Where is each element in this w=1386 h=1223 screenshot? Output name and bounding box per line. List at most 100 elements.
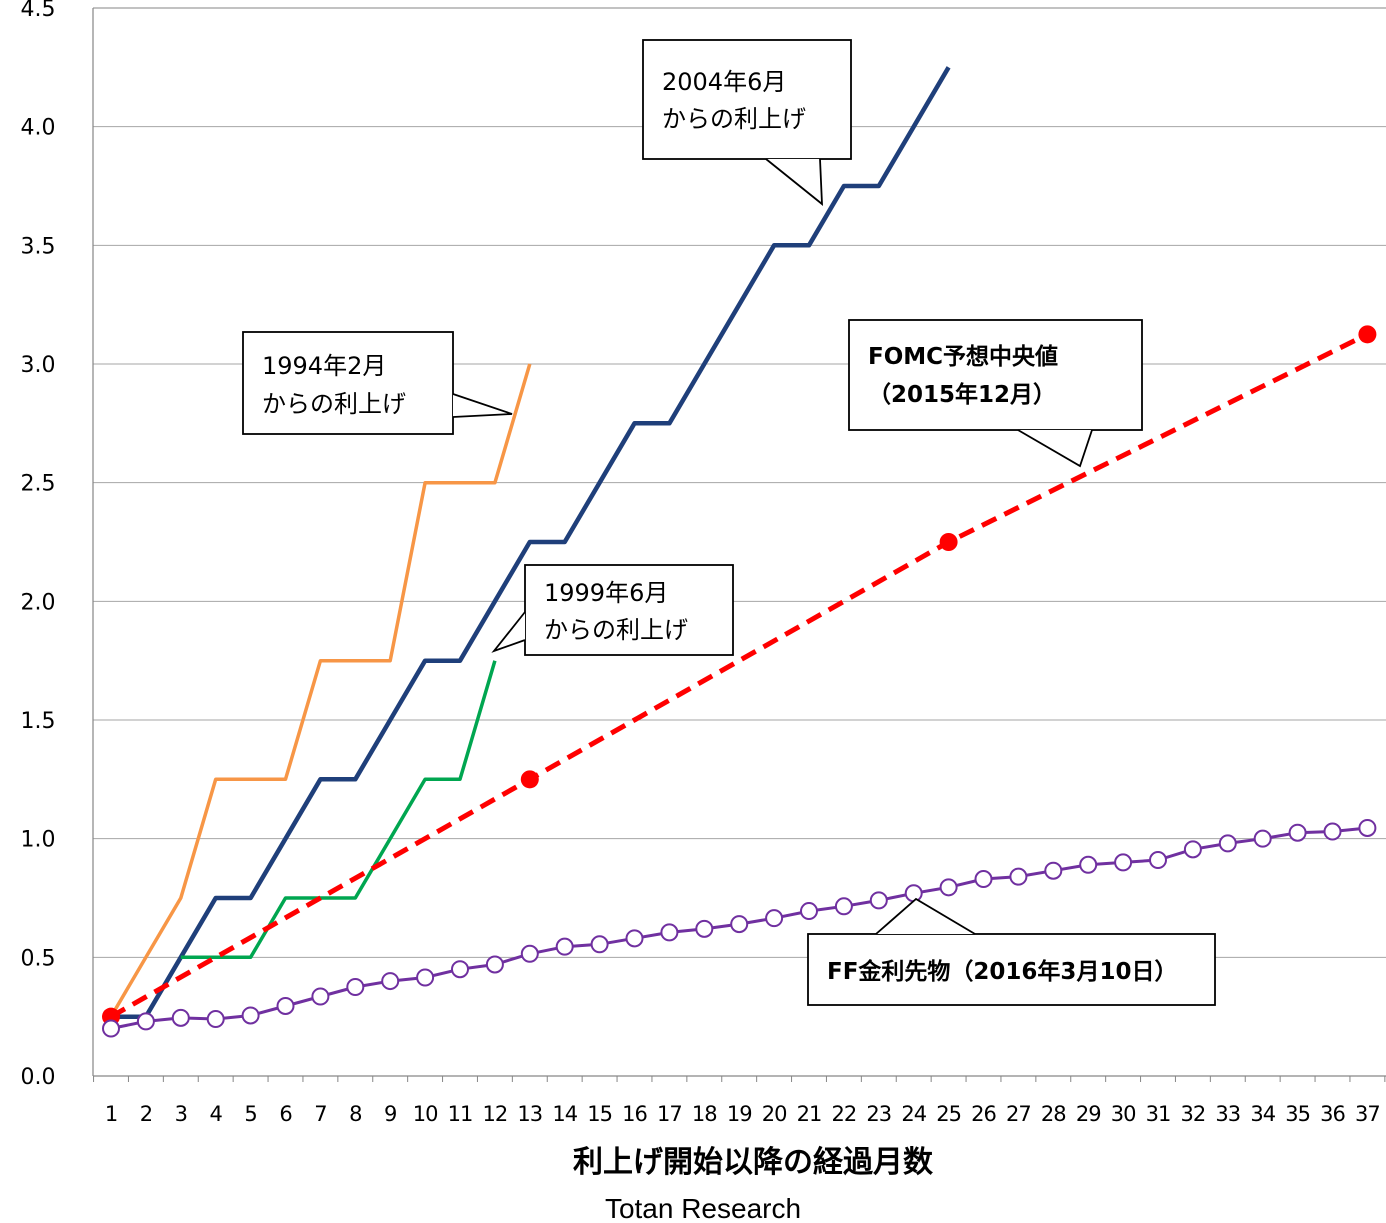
callout-pointer: [491, 611, 526, 653]
x-tick-label: 35: [1285, 1102, 1310, 1126]
fomc-marker: [939, 533, 958, 551]
callout-text-line: 1994年2月: [262, 352, 386, 380]
ff-marker: [520, 944, 539, 963]
callout-aff: FF金利先物（2016年3月10日）: [807, 897, 1216, 1006]
ff-marker: [1183, 840, 1202, 859]
x-tick-label: 28: [1041, 1102, 1066, 1126]
callout-text-line: 2004年6月: [662, 68, 786, 96]
callout-text-line: FF金利先物（2016年3月10日）: [827, 958, 1177, 985]
x-tick-label: 13: [517, 1102, 542, 1126]
ff-marker: [311, 987, 330, 1006]
x-tick-label: 4: [210, 1102, 223, 1126]
ff-marker: [939, 878, 958, 897]
ff-marker: [904, 884, 923, 903]
callout-box: [642, 39, 852, 160]
ff-marker: [1114, 853, 1133, 872]
x-tick-label: 30: [1111, 1102, 1136, 1126]
ff-marker: [381, 972, 400, 991]
ff-marker: [136, 1012, 155, 1031]
x-tick-label: 5: [244, 1102, 256, 1126]
x-tick-label: 33: [1215, 1102, 1240, 1126]
series-line-s1999: [180, 660, 497, 960]
x-tick-label: 14: [552, 1102, 577, 1126]
ff-marker: [1323, 822, 1342, 841]
ff-marker: [765, 909, 784, 928]
x-tick-label: 12: [483, 1102, 508, 1126]
ff-marker: [346, 978, 365, 996]
callout-pointer: [452, 393, 513, 418]
callout-text-line: FOMC予想中央値: [868, 344, 1058, 370]
y-tick-label: 2.0: [21, 590, 56, 615]
ff-marker: [869, 891, 888, 910]
x-tick-label: 27: [1006, 1102, 1031, 1126]
callout-pointer-fill: [876, 899, 975, 934]
axes: [92, 7, 1386, 1082]
x-tick-label: 37: [1355, 1102, 1380, 1126]
ff-marker: [1358, 818, 1377, 837]
y-tick-label: 0.5: [21, 946, 56, 971]
callout-pointer-fill: [1018, 430, 1092, 466]
ff-marker: [1009, 867, 1028, 886]
y-tick-label: 4.5: [21, 0, 56, 22]
series-line-s1994: [109, 363, 532, 1018]
series-line-fomc: [109, 332, 1369, 1019]
y-tick-label: 1.0: [21, 828, 56, 853]
x-tick-label: 26: [971, 1102, 996, 1126]
y-tick-label: 3.0: [21, 353, 56, 378]
ff-marker: [1044, 861, 1063, 880]
x-tick-label: 11: [448, 1102, 473, 1126]
ff-marker: [102, 1019, 120, 1038]
ff-marker: [800, 902, 818, 921]
x-tick-label: 23: [866, 1102, 891, 1126]
ff-marker: [695, 919, 714, 938]
ff-marker: [171, 1008, 190, 1027]
x-tick-label: 29: [1076, 1102, 1101, 1126]
ff-marker: [1149, 851, 1167, 870]
x-tick-label: 3: [175, 1102, 187, 1126]
callouts-layer: 2004年6月からの利上げ1994年2月からの利上げ1999年6月からの利上げF…: [242, 39, 1216, 1006]
callout-box: [242, 331, 454, 435]
callout-pointer: [765, 158, 823, 206]
x-tick-label: 10: [413, 1102, 438, 1126]
callout-pointer: [1017, 429, 1093, 468]
fomc-marker: [520, 770, 539, 789]
x-tick-label: 16: [622, 1102, 647, 1126]
ff-marker: [241, 1006, 260, 1025]
fomc-marker: [1358, 325, 1377, 344]
callout-box: [524, 564, 734, 656]
x-tick-label: 8: [349, 1102, 361, 1126]
ff-marker: [416, 968, 435, 987]
ff-marker: [1079, 855, 1098, 874]
y-tick-label: 2.5: [21, 472, 56, 497]
ff-marker: [451, 960, 469, 979]
x-tick-label: 7: [314, 1102, 326, 1126]
ff-marker: [1218, 834, 1237, 853]
x-tick-label: 20: [762, 1102, 787, 1126]
y-tick-labels: 0.0 0.5 1.0 1.5 2.0 2.5 3.0 3.5 4.0 4.5: [21, 0, 56, 1090]
credit-text: Totan Research: [605, 1193, 801, 1223]
ff-marker: [974, 870, 993, 889]
x-tick-label: 1: [105, 1102, 117, 1126]
ff-marker: [590, 935, 609, 954]
callout-text-line: からの利上げ: [544, 616, 688, 644]
callout-pointer: [875, 897, 976, 935]
callout-afomc: FOMC予想中央値 （2015年12月）: [848, 319, 1143, 468]
y-tick-label: 0.0: [21, 1065, 56, 1090]
callout-text-line: からの利上げ: [262, 390, 406, 418]
x-tick-label: 2: [140, 1102, 152, 1126]
ff-marker: [1253, 829, 1272, 848]
y-tick-label: 4.0: [21, 116, 56, 141]
x-tick-label: 25: [936, 1102, 961, 1126]
x-tick-label: 31: [1146, 1102, 1171, 1126]
ff-marker: [276, 996, 295, 1015]
x-tick-label: 19: [727, 1102, 752, 1126]
ff-marker: [1288, 823, 1307, 842]
callout-box: [848, 319, 1143, 431]
series-line-s2004: [111, 66, 951, 1019]
ff-marker: [660, 923, 679, 942]
x-tick-label: 9: [384, 1102, 396, 1126]
callout-box: [807, 933, 1216, 1006]
